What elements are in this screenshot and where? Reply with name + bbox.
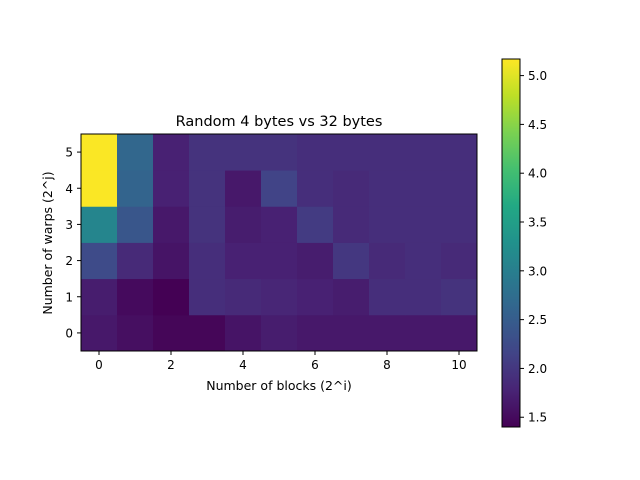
heatmap-cell	[225, 206, 262, 243]
colorbar-tick-label: 3.5	[528, 216, 547, 230]
heatmap-cell	[189, 278, 226, 316]
heatmap-cell	[405, 278, 442, 316]
x-tick-label: 8	[383, 358, 391, 372]
x-tick-label: 2	[167, 358, 175, 372]
heatmap-cell	[297, 278, 334, 316]
heatmap-cell	[189, 134, 226, 171]
heatmap-cell	[189, 314, 226, 352]
heatmap-cell	[441, 242, 478, 280]
colorbar-ticks: 1.5 2.0 2.5 3.0 3.5 4.0 4.5 5.0	[520, 69, 547, 425]
heatmap-cell	[405, 170, 442, 207]
heatmap-cell	[153, 134, 190, 171]
heatmap-cell	[297, 314, 334, 352]
heatmap-cell	[225, 314, 262, 352]
heatmap-cell	[369, 242, 406, 280]
heatmap-cell	[297, 206, 334, 243]
heatmap-cell	[405, 242, 442, 280]
y-tick-label: 3	[65, 218, 73, 232]
heatmap-cell	[153, 314, 190, 352]
heatmap-cell	[153, 170, 190, 207]
colorbar-tick-label: 2.5	[528, 313, 547, 327]
heatmap-cell	[81, 278, 118, 316]
heatmap-cell	[369, 134, 406, 171]
heatmap-cell	[153, 278, 190, 316]
chart-title: Random 4 bytes vs 32 bytes	[176, 114, 383, 130]
y-axis-ticks: 0 1 2 3 4 5	[65, 146, 81, 340]
heatmap-cell	[441, 278, 478, 316]
heatmap-cell	[261, 314, 298, 352]
x-tick-label: 0	[95, 358, 103, 372]
heatmap-cell	[81, 134, 118, 171]
y-tick-label: 2	[65, 254, 73, 268]
heatmap-cell	[81, 170, 118, 207]
heatmap-cell	[261, 206, 298, 243]
colorbar-tick-label: 2.0	[528, 362, 547, 376]
heatmap-cell	[297, 242, 334, 280]
heatmap-cell	[261, 134, 298, 171]
heatmap-cell	[117, 170, 154, 207]
y-tick-label: 1	[65, 290, 73, 304]
x-axis-label: Number of blocks (2^i)	[206, 378, 352, 393]
plot-frame	[80, 133, 478, 352]
colorbar-gradient	[502, 59, 520, 427]
heatmap-cell	[189, 170, 226, 207]
y-axis-label: Number of warps (2^j)	[40, 171, 55, 314]
y-tick-label: 0	[65, 326, 73, 340]
colorbar-tick-label: 4.5	[528, 118, 547, 132]
colorbar-tick-label: 4.0	[528, 167, 547, 181]
heatmap-cell	[405, 206, 442, 243]
heatmap-cell	[189, 242, 226, 280]
heatmap-cell	[117, 242, 154, 280]
y-tick-label: 5	[65, 146, 73, 160]
heatmap-cell	[441, 314, 478, 352]
heatmap-cell	[369, 278, 406, 316]
heatmap-cell	[117, 278, 154, 316]
heatmap-cell	[189, 206, 226, 243]
heatmap-cell	[333, 242, 370, 280]
heatmap-cell	[297, 134, 334, 171]
heatmap-cell	[333, 278, 370, 316]
heatmap-cell	[225, 242, 262, 280]
heatmap-cell	[117, 134, 154, 171]
heatmap-cell	[441, 134, 478, 171]
colorbar-tick-label: 5.0	[528, 69, 547, 83]
heatmap-cell	[369, 314, 406, 352]
heatmap-cell	[81, 314, 118, 352]
heatmap-cell	[369, 170, 406, 207]
heatmap-cell	[261, 278, 298, 316]
heatmap-cell	[225, 278, 262, 316]
heatmap-cell	[117, 314, 154, 352]
colorbar-tick-label: 1.5	[528, 411, 547, 425]
heatmap-cell	[81, 242, 118, 280]
heatmap-cell	[441, 206, 478, 243]
heatmap-cell	[297, 170, 334, 207]
x-axis-ticks: 0 2 4 6 8 10	[95, 351, 467, 372]
heatmap-cells	[81, 134, 478, 352]
colorbar-tick-label: 3.0	[528, 264, 547, 278]
heatmap-cell	[333, 134, 370, 171]
heatmap-cell	[333, 206, 370, 243]
heatmap-cell	[117, 206, 154, 243]
y-tick-label: 4	[65, 182, 73, 196]
heatmap-cell	[261, 170, 298, 207]
heatmap-cell	[225, 170, 262, 207]
x-tick-label: 10	[451, 358, 466, 372]
colorbar-frame	[501, 58, 521, 428]
x-tick-label: 4	[239, 358, 247, 372]
heatmap-cell	[405, 314, 442, 352]
x-tick-label: 6	[311, 358, 319, 372]
heatmap-cell	[405, 134, 442, 171]
heatmap-cell	[369, 206, 406, 243]
heatmap-cell	[333, 314, 370, 352]
heatmap-cell	[333, 170, 370, 207]
heatmap-cell	[153, 242, 190, 280]
heatmap-cell	[441, 170, 478, 207]
heatmap-cell	[261, 242, 298, 280]
heatmap-cell	[153, 206, 190, 243]
heatmap-cell	[225, 134, 262, 171]
heatmap-cell	[81, 206, 118, 243]
